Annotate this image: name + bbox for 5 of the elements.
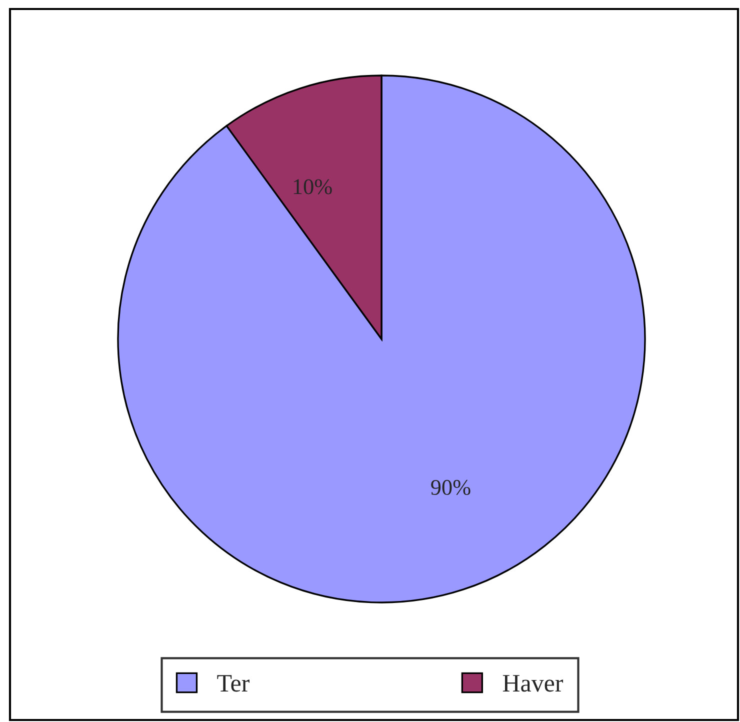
data-label: 10%	[294, 179, 332, 194]
data-label: 90%	[431, 480, 470, 495]
legend-label: Ter	[217, 675, 250, 692]
pie-slice	[117, 74, 646, 604]
legend-label: Haver	[502, 675, 564, 692]
